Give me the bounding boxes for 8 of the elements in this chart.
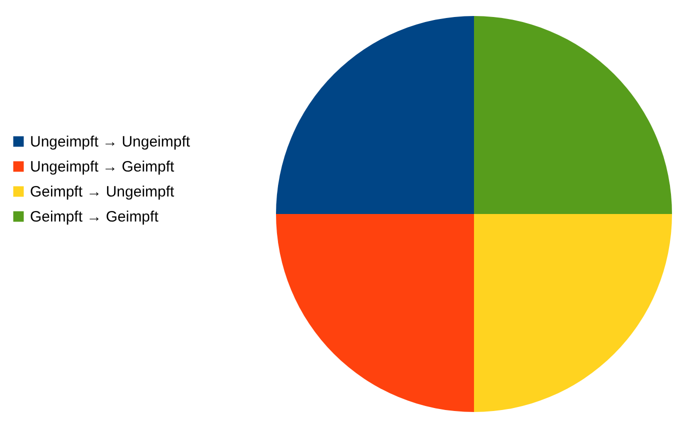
pie-slice (474, 214, 672, 412)
legend-label: Geimpft → Ungeimpft (30, 184, 176, 200)
pie-slice (276, 16, 474, 214)
legend-label: Geimpft → Geimpft (30, 208, 160, 226)
pie-slice (474, 16, 672, 214)
legend-label: Ungeimpft → Geimpft (30, 158, 176, 176)
pie-slice (276, 214, 474, 412)
legend-label: Ungeimpft → Ungeimpft (30, 134, 191, 150)
